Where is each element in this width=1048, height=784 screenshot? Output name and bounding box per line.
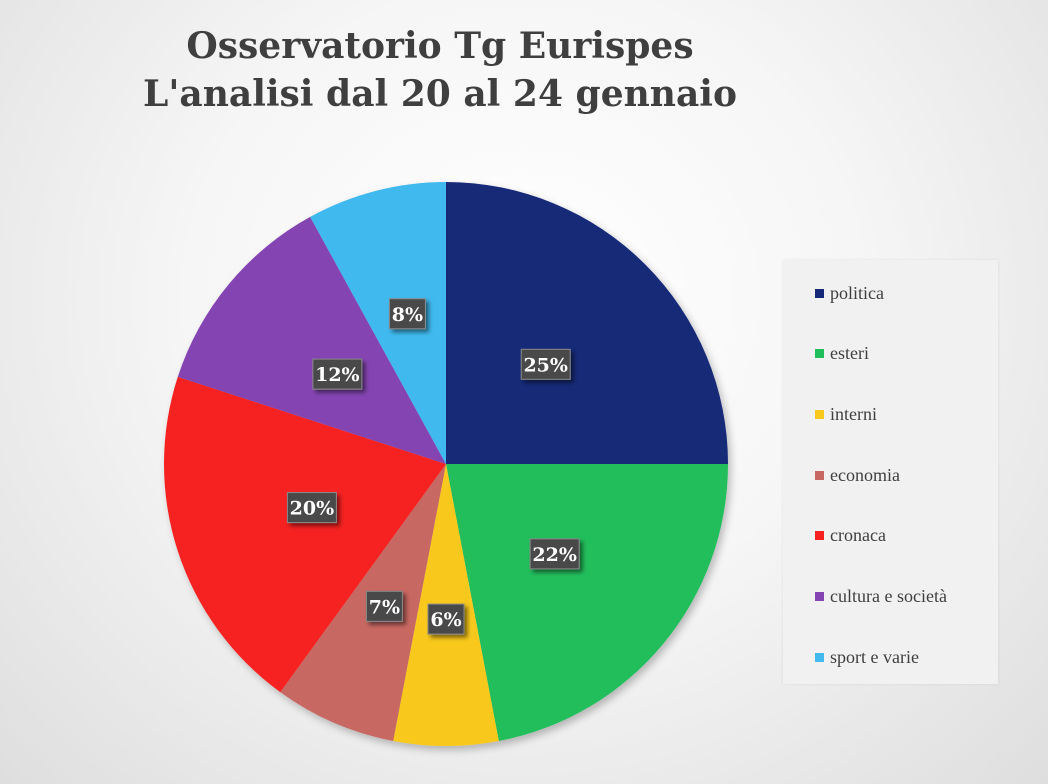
- legend-swatch: [815, 592, 824, 601]
- data-label-sport-e-varie: 8%: [388, 298, 426, 330]
- data-label-interni: 6%: [427, 603, 465, 635]
- legend-label: sport e varie: [830, 646, 919, 667]
- pie-slice-cultura-e-societa: [177, 216, 446, 464]
- legend-label: economia: [830, 464, 900, 485]
- legend-label: interni: [830, 403, 877, 424]
- data-label-box: [520, 348, 571, 380]
- data-label-box: [427, 603, 465, 635]
- data-label-economia: 7%: [365, 590, 403, 622]
- legend-item-sport-e-varie: sport e varie: [815, 645, 919, 669]
- legend-item-interni: interni: [815, 402, 877, 426]
- data-label-text: 8%: [392, 304, 423, 326]
- data-label-text: 25%: [523, 354, 568, 376]
- legend: politica esteri interni economia cronaca cult…: [783, 260, 998, 684]
- legend-swatch: [815, 288, 824, 298]
- legend-item-politica: politica: [815, 281, 884, 305]
- legend-swatch: [815, 409, 824, 419]
- data-label-text: 7%: [369, 596, 400, 618]
- pie-slice-sport-e-varie: [310, 182, 446, 464]
- data-label-cronaca: 20%: [286, 492, 337, 524]
- legend-item-cronaca: cronaca: [815, 524, 886, 548]
- chart-title: Osservatorio Tg Eurispes L'analisi dal 2…: [130, 22, 750, 118]
- legend-label: politica: [830, 282, 884, 303]
- legend-label: esteri: [830, 343, 869, 364]
- data-label-esteri: 22%: [529, 538, 580, 570]
- legend-swatch: [815, 470, 824, 480]
- chart-title-line-1: Osservatorio Tg Eurispes: [186, 25, 694, 67]
- data-label-box: [529, 538, 580, 570]
- pie-slice-politica: [446, 182, 728, 464]
- data-label-box: [312, 358, 363, 390]
- chart-title-line-2: L'analisi dal 20 al 24 gennaio: [143, 73, 737, 115]
- legend-item-economia: economia: [815, 463, 900, 487]
- pie-slice-esteri: [446, 464, 728, 742]
- legend-item-cultura-e-societa: cultura e società: [815, 585, 947, 609]
- data-label-text: 22%: [532, 544, 577, 566]
- legend-label: cronaca: [830, 525, 886, 546]
- pie-slice-economia: [280, 464, 446, 742]
- data-label-text: 12%: [315, 364, 360, 386]
- legend-swatch: [815, 531, 824, 541]
- data-label-text: 20%: [290, 498, 335, 520]
- legend-swatch: [815, 652, 824, 662]
- data-label-box: [286, 492, 337, 524]
- data-label-cultura-e-societa: 12%: [312, 358, 363, 390]
- legend-item-esteri: esteri: [815, 342, 869, 366]
- data-label-box: [365, 590, 403, 622]
- legend-swatch: [815, 349, 824, 359]
- data-label-text: 6%: [430, 609, 461, 631]
- data-label-box: [388, 298, 426, 330]
- pie-slice-cronaca: [164, 376, 446, 693]
- data-label-politica: 25%: [520, 348, 571, 380]
- legend-label: cultura e società: [830, 586, 947, 606]
- pie-slices: [164, 182, 728, 746]
- pie-data-labels: 25% 22% 6% 7% 20% 12% 8%: [286, 298, 580, 635]
